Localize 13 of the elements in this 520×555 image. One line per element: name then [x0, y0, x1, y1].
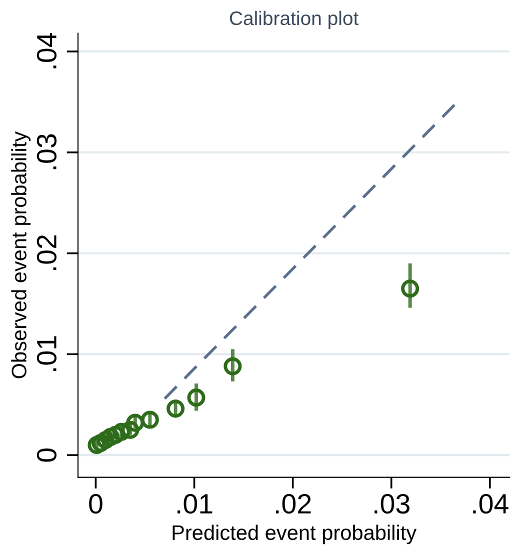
y-tick-label: 0 — [36, 448, 57, 462]
chart-title: Calibration plot — [230, 10, 359, 29]
y-axis-title: Observed event probability — [11, 131, 31, 378]
y-tick-label: .02 — [36, 235, 57, 270]
x-tick-label: 0 — [89, 494, 102, 514]
y-tick-label: .03 — [36, 134, 57, 170]
x-tick-label: .04 — [473, 494, 508, 514]
x-tick-label: .03 — [374, 494, 410, 514]
x-axis-title: Predicted event probability — [172, 524, 417, 544]
y-tick-label: .04 — [36, 32, 57, 68]
y-tick-label: .01 — [36, 336, 57, 371]
x-tick-label: .02 — [276, 494, 311, 514]
x-tick-label: .01 — [178, 494, 212, 514]
